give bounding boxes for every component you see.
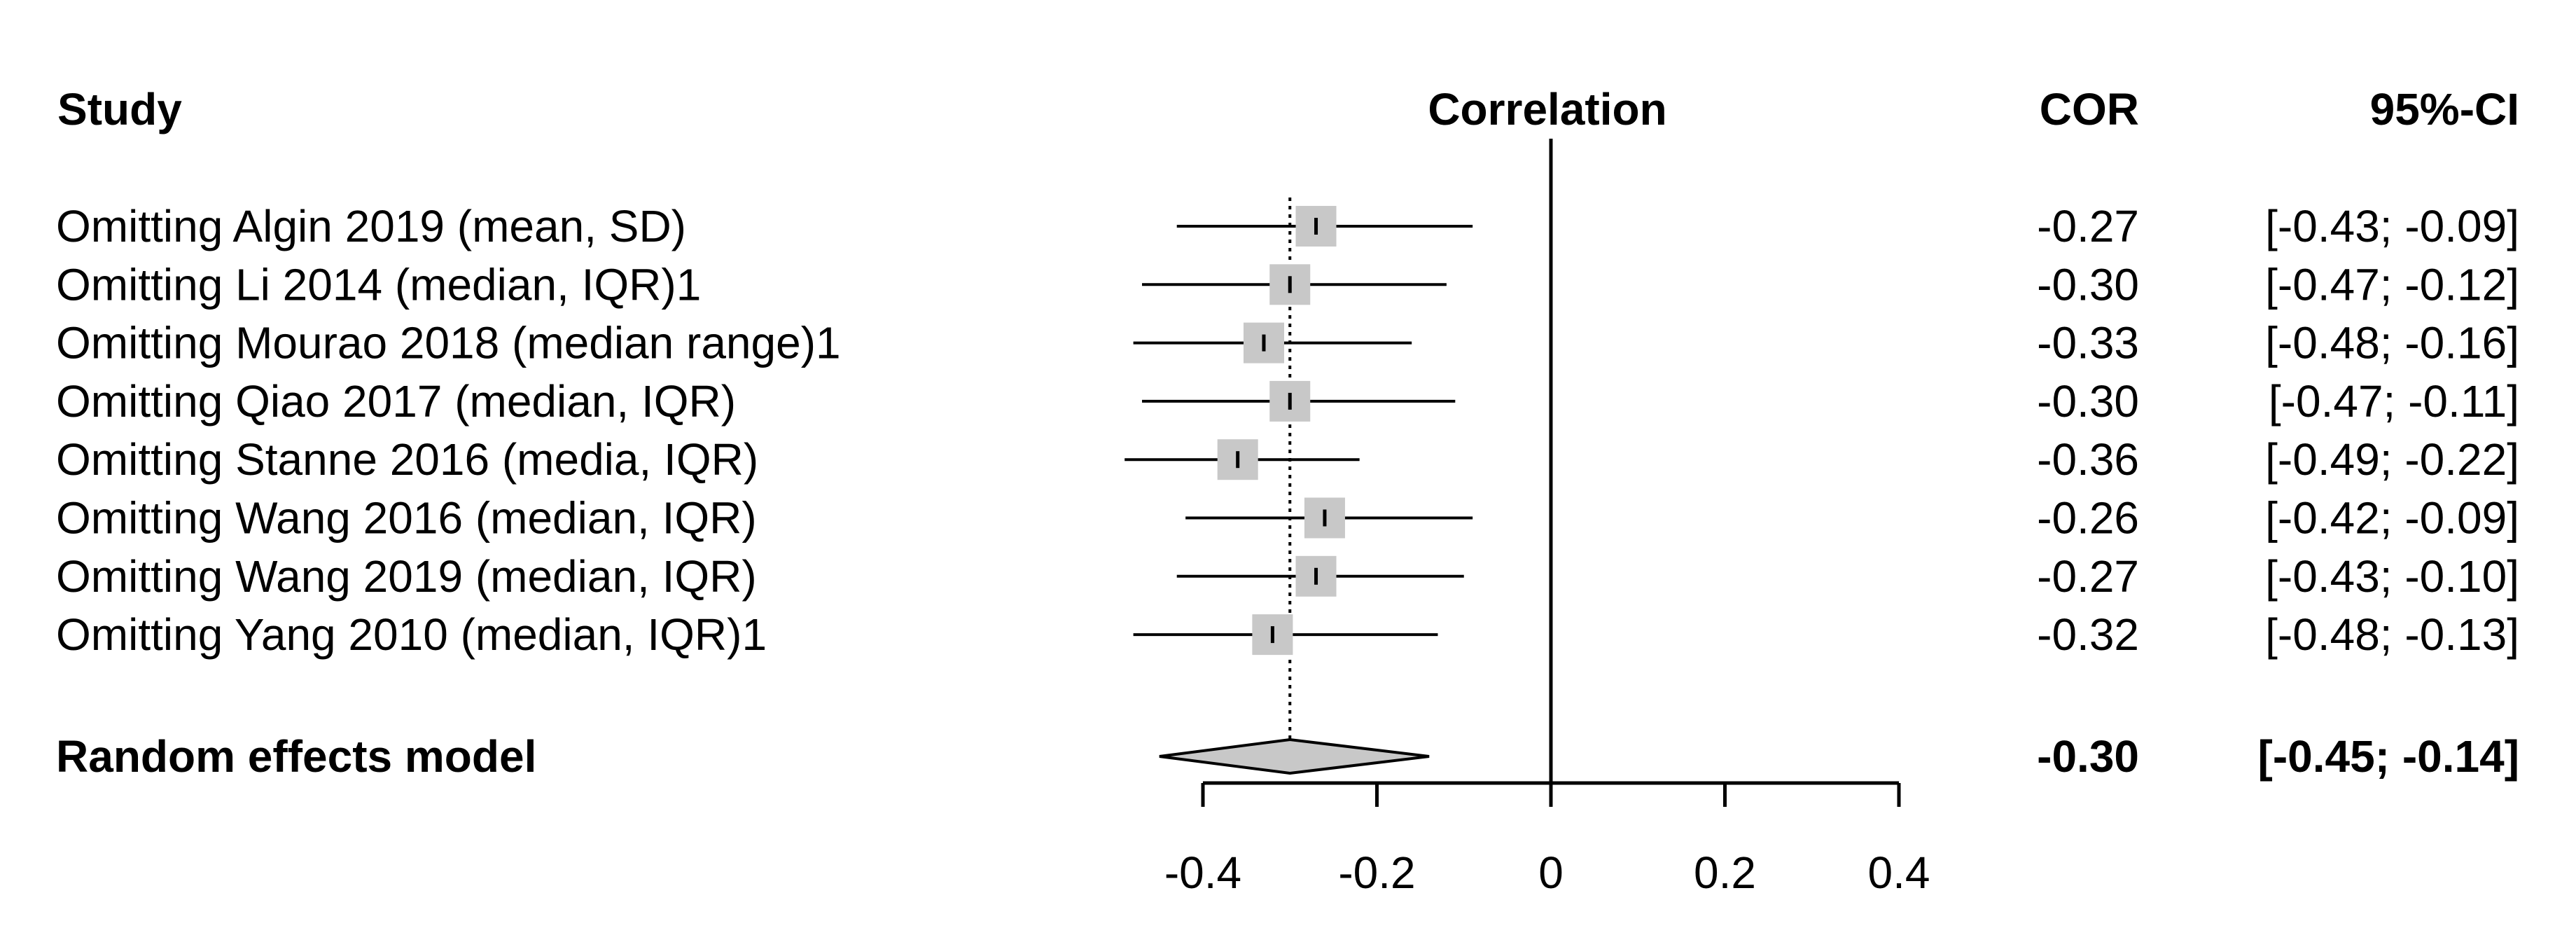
study-label: Omitting Wang 2016 (median, IQR)	[56, 493, 757, 543]
study-estimate: -0.32	[2037, 609, 2139, 660]
study-ci: [-0.43; -0.09]	[2265, 201, 2519, 251]
study-ci: [-0.48; -0.13]	[2265, 609, 2519, 660]
x-tick-label: 0.4	[1868, 847, 1930, 898]
header-ci: 95%-CI	[2370, 84, 2519, 134]
study-ci: [-0.49; -0.22]	[2265, 434, 2519, 485]
summary-label: Random effects model	[56, 731, 536, 782]
summary-diamond	[1159, 737, 1430, 775]
study-ci: [-0.47; -0.11]	[2269, 376, 2519, 427]
study-label: Omitting Stanne 2016 (media, IQR)	[56, 434, 758, 485]
study-label: Omitting Mourao 2018 (median range)1	[56, 318, 841, 368]
study-label: Omitting Qiao 2017 (median, IQR)	[56, 376, 736, 427]
summary-estimate: -0.30	[2037, 731, 2139, 782]
study-ci: [-0.43; -0.10]	[2265, 551, 2519, 602]
x-tick-label: -0.2	[1338, 847, 1415, 898]
study-label: Omitting Li 2014 (median, IQR)1	[56, 259, 701, 310]
study-ci: [-0.48; -0.16]	[2265, 318, 2519, 368]
study-estimate: -0.27	[2037, 551, 2139, 602]
study-ci: [-0.42; -0.09]	[2265, 493, 2519, 543]
summary-ci: [-0.45; -0.14]	[2258, 731, 2519, 782]
x-tick-label: 0	[1538, 847, 1564, 898]
x-tick-label: 0.2	[1694, 847, 1756, 898]
study-label: Omitting Wang 2019 (median, IQR)	[56, 551, 757, 602]
study-ci: [-0.47; -0.12]	[2265, 259, 2519, 310]
study-label: Omitting Yang 2010 (median, IQR)1	[56, 609, 767, 660]
study-estimate: -0.30	[2037, 376, 2139, 427]
study-estimate: -0.26	[2037, 493, 2139, 543]
header-cor: COR	[2040, 84, 2139, 134]
header-correlation: Correlation	[1428, 84, 1666, 134]
study-estimate: -0.33	[2037, 318, 2139, 368]
study-label: Omitting Algin 2019 (mean, SD)	[56, 201, 686, 251]
study-estimate: -0.27	[2037, 201, 2139, 251]
x-tick-label: -0.4	[1164, 847, 1241, 898]
study-estimate: -0.30	[2037, 259, 2139, 310]
study-estimate: -0.36	[2037, 434, 2139, 485]
header-study: Study	[57, 84, 182, 134]
